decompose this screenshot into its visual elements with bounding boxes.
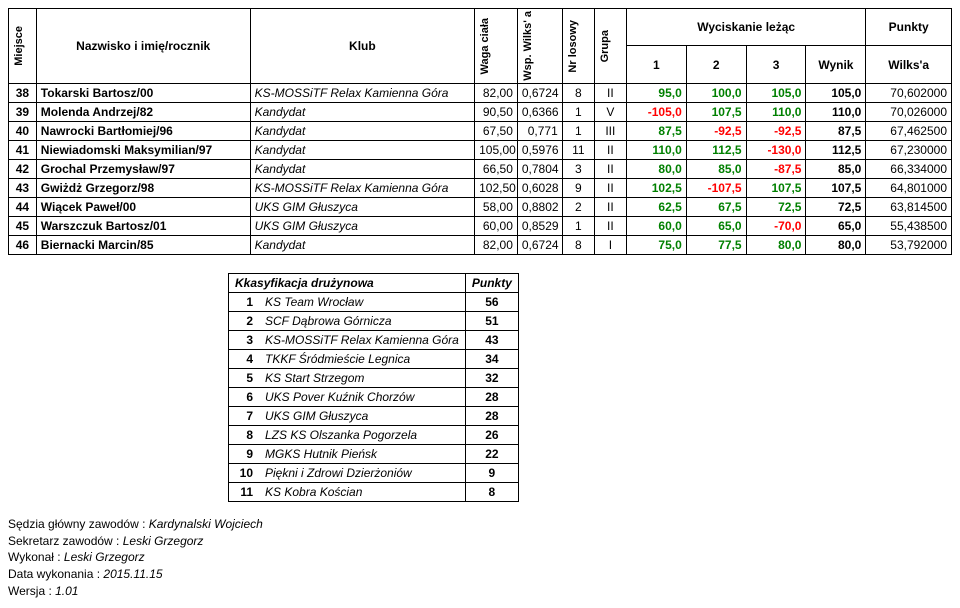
team-row: 9MGKS Hutnik Pieńsk22 (229, 444, 519, 463)
team-row: 8LZS KS Olszanka Pogorzela26 (229, 425, 519, 444)
col-a3: 3 (746, 46, 806, 83)
table-header: Miejsce Nazwisko i imię/rocznik Klub Wag… (9, 9, 952, 84)
table-row: 41Niewiadomski Maksymilian/97Kandydat105… (9, 140, 952, 159)
footer: Sędzia główny zawodów : Kardynalski Wojc… (8, 516, 952, 600)
col-wilksa: Wilks'a (866, 46, 952, 83)
table-body: 38Tokarski Bartosz/00KS-MOSSiTF Relax Ka… (9, 83, 952, 254)
table-row: 39Molenda Andrzej/82Kandydat90,500,63661… (9, 102, 952, 121)
footer-l2a: Sekretarz zawodów : (8, 534, 123, 548)
team-row: 6UKS Pover Kuźnik Chorzów28 (229, 387, 519, 406)
footer-l3b: Leski Grzegorz (64, 550, 145, 564)
col-wynik: Wynik (806, 46, 866, 83)
team-row: 3KS-MOSSiTF Relax Kamienna Góra43 (229, 330, 519, 349)
footer-l5a: Wersja : (8, 584, 55, 598)
col-punkty: Punkty (866, 9, 952, 46)
col-grupa: Grupa (599, 30, 611, 62)
table-row: 46Biernacki Marcin/85Kandydat82,000,6724… (9, 235, 952, 254)
col-miejsce: Miejsce (13, 26, 25, 66)
team-row: 10Piękni i Zdrowi Dzierżoniów9 (229, 463, 519, 482)
footer-l4a: Data wykonania : (8, 567, 103, 581)
table-row: 44Wiącek Paweł/00UKS GIM Głuszyca58,000,… (9, 197, 952, 216)
footer-l3a: Wykonał : (8, 550, 64, 564)
col-waga: Waga ciała (479, 18, 491, 74)
col-klub: Klub (250, 9, 475, 84)
team-row: 7UKS GIM Głuszyca28 (229, 406, 519, 425)
footer-l5b: 1.01 (55, 584, 78, 598)
col-wyciskanie: Wyciskanie leżąc (626, 9, 865, 46)
footer-l2b: Leski Grzegorz (123, 534, 204, 548)
team-row: 2SCF Dąbrowa Górnicza51 (229, 311, 519, 330)
footer-l1a: Sędzia główny zawodów : (8, 517, 149, 531)
table-row: 42Grochal Przemysław/97Kandydat66,500,78… (9, 159, 952, 178)
footer-l1b: Kardynalski Wojciech (149, 517, 263, 531)
team-row: 11KS Kobra Kościan8 (229, 482, 519, 501)
col-nr: Nr losowy (567, 20, 579, 73)
table-row: 43Gwiżdż Grzegorz/98KS-MOSSiTF Relax Kam… (9, 178, 952, 197)
team-row: 4TKKF Śródmieście Legnica34 (229, 349, 519, 368)
team-table: Kkasyfikacja drużynowa Punkty 1KS Team W… (228, 273, 519, 502)
table-row: 38Tokarski Bartosz/00KS-MOSSiTF Relax Ka… (9, 83, 952, 102)
col-nazwisko: Nazwisko i imię/rocznik (36, 9, 250, 84)
col-a2: 2 (686, 46, 746, 83)
team-title: Kkasyfikacja drużynowa (229, 273, 466, 292)
table-row: 40Nawrocki Bartłomiej/96Kandydat67,500,7… (9, 121, 952, 140)
team-row: 1KS Team Wrocław56 (229, 292, 519, 311)
team-pts-header: Punkty (465, 273, 518, 292)
table-row: 45Warszczuk Bartosz/01UKS GIM Głuszyca60… (9, 216, 952, 235)
results-table: Miejsce Nazwisko i imię/rocznik Klub Wag… (8, 8, 952, 255)
team-row: 5KS Start Strzegom32 (229, 368, 519, 387)
col-a1: 1 (626, 46, 686, 83)
footer-l4b: 2015.11.15 (103, 567, 162, 581)
col-wsp: Wsp. Wilks' a (522, 11, 534, 81)
